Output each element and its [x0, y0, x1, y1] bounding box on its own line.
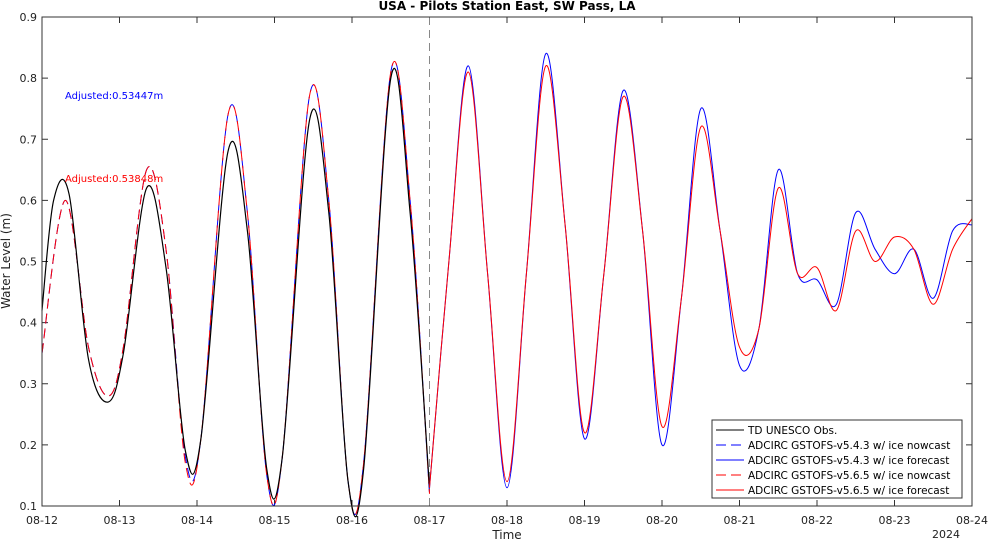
legend: TD UNESCO Obs. ADCIRC GSTOFS-v5.4.3 w/ ic… — [711, 419, 963, 499]
x-tick-label: 08-13 — [104, 514, 136, 527]
legend-box — [711, 419, 963, 499]
series-line-1 — [41, 61, 430, 516]
x-tick-label: 08-18 — [491, 514, 523, 527]
x-tick-label: 08-21 — [724, 514, 756, 527]
legend-entry: ADCIRC GSTOFS-v5.4.3 w/ ice forecast — [748, 455, 949, 467]
chart-title: USA - Pilots Station East, SW Pass, LA — [378, 0, 636, 13]
x-tick-label: 08-22 — [801, 514, 833, 527]
legend-entry: ADCIRC GSTOFS-v5.6.5 w/ ice nowcast — [748, 470, 950, 482]
series-line-3 — [41, 61, 430, 516]
series-group — [41, 53, 973, 518]
series-line-2 — [429, 53, 973, 489]
annotation-group: Adjusted:0.53447m Adjusted:0.53848m — [65, 91, 163, 185]
x-tick-label: 08-12 — [26, 514, 58, 527]
y-axis-label: Water Level (m) — [0, 213, 13, 309]
series-line-4 — [429, 65, 973, 488]
legend-entry: ADCIRC GSTOFS-v5.6.5 w/ ice forecast — [748, 485, 949, 497]
y-tick-label: 0.7 — [20, 133, 38, 146]
legend-entry: TD UNESCO Obs. — [747, 425, 837, 437]
x-axis-label: Time — [491, 528, 521, 541]
year-label: 2024 — [932, 528, 960, 541]
adjusted-annotation: Adjusted:0.53447m — [65, 91, 163, 102]
y-tick-label: 0.1 — [20, 500, 38, 513]
x-tick-label: 08-15 — [259, 514, 291, 527]
y-tick-label: 0.3 — [20, 378, 38, 391]
y-tick-label: 0.9 — [20, 11, 38, 24]
x-tick-label: 08-19 — [569, 514, 601, 527]
plot-grid: 08-12 08-13 08-14 08-15 08-16 08-17 08-18 08-19… — [20, 11, 988, 527]
adjusted-annotation: Adjusted:0.53848m — [65, 174, 163, 185]
series-line-0 — [41, 68, 431, 518]
y-tick-label: 0.6 — [20, 194, 38, 207]
x-tick-label: 08-24 — [956, 514, 988, 527]
plot-frame — [41, 16, 973, 507]
legend-entry: ADCIRC GSTOFS-v5.4.3 w/ ice nowcast — [748, 440, 950, 452]
x-tick-label: 08-17 — [414, 514, 446, 527]
x-tick-label: 08-14 — [181, 514, 213, 527]
y-tick-label: 0.5 — [20, 256, 38, 269]
x-tick-label: 08-20 — [646, 514, 678, 527]
y-tick-label: 0.8 — [20, 72, 38, 85]
x-tick-label: 08-23 — [879, 514, 911, 527]
y-tick-label: 0.4 — [20, 317, 38, 330]
y-tick-label: 0.2 — [20, 439, 38, 452]
x-tick-label: 08-16 — [336, 514, 368, 527]
